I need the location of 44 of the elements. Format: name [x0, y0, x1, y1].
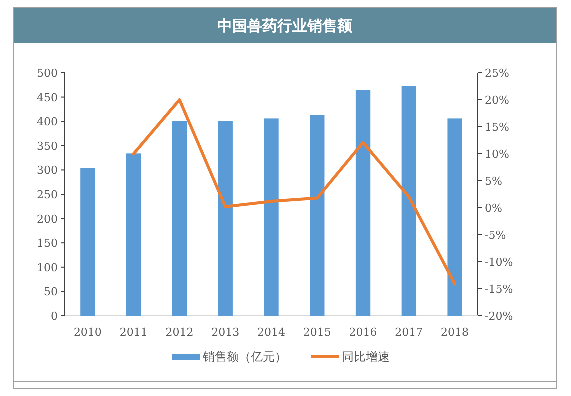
bar	[80, 168, 96, 316]
legend: 同比增速	[311, 350, 390, 364]
bar	[356, 90, 371, 316]
legend-label: 销售额（亿元）	[202, 350, 287, 364]
y-tick-label: 450	[37, 91, 58, 104]
y2-tick-label: 5%	[485, 175, 502, 188]
x-tick-label: 2017	[395, 326, 424, 339]
bar	[310, 115, 325, 316]
y-tick-label: 500	[37, 67, 58, 80]
x-tick-label: 2011	[120, 326, 148, 339]
x-tick-label: 2015	[303, 326, 332, 339]
y2-tick-label: -10%	[485, 256, 514, 269]
y2-tick-label: 10%	[485, 148, 510, 161]
y-tick-label: 150	[37, 237, 58, 250]
y-tick-label: 200	[37, 212, 58, 226]
y2-tick-label: -5%	[485, 229, 506, 242]
chart-title: 中国兽药行业销售额	[218, 17, 354, 35]
y2-tick-label: 25%	[485, 67, 510, 80]
y2-tick-label: 15%	[485, 121, 510, 134]
bar	[218, 121, 233, 316]
x-tick-label: 2010	[74, 326, 102, 339]
y-tick-label: 400	[37, 116, 58, 129]
x-tick-label: 2012	[166, 326, 194, 339]
y-tick-label: 50	[44, 286, 58, 299]
y-tick-label: 350	[37, 140, 58, 153]
y-tick-label: 100	[37, 261, 58, 274]
x-tick-label: 2018	[441, 326, 470, 339]
y2-tick-label: -20%	[485, 310, 514, 323]
legend: 销售额（亿元）	[172, 350, 287, 364]
y-tick-label: 0	[51, 310, 58, 323]
bar	[448, 118, 462, 316]
bar	[126, 154, 142, 316]
x-tick-label: 2016	[349, 326, 378, 339]
bar	[172, 121, 188, 316]
y2-tick-label: -15%	[485, 283, 514, 296]
legend-label: 同比增速	[342, 350, 390, 364]
y2-tick-label: 0%	[485, 202, 502, 215]
x-tick-label: 2014	[258, 326, 286, 339]
y-tick-label: 300	[37, 164, 58, 178]
bar	[264, 118, 279, 316]
y-tick-label: 250	[37, 188, 58, 202]
x-tick-label: 2013	[212, 326, 240, 339]
bar	[402, 86, 417, 316]
y2-tick-label: 20%	[485, 94, 510, 107]
